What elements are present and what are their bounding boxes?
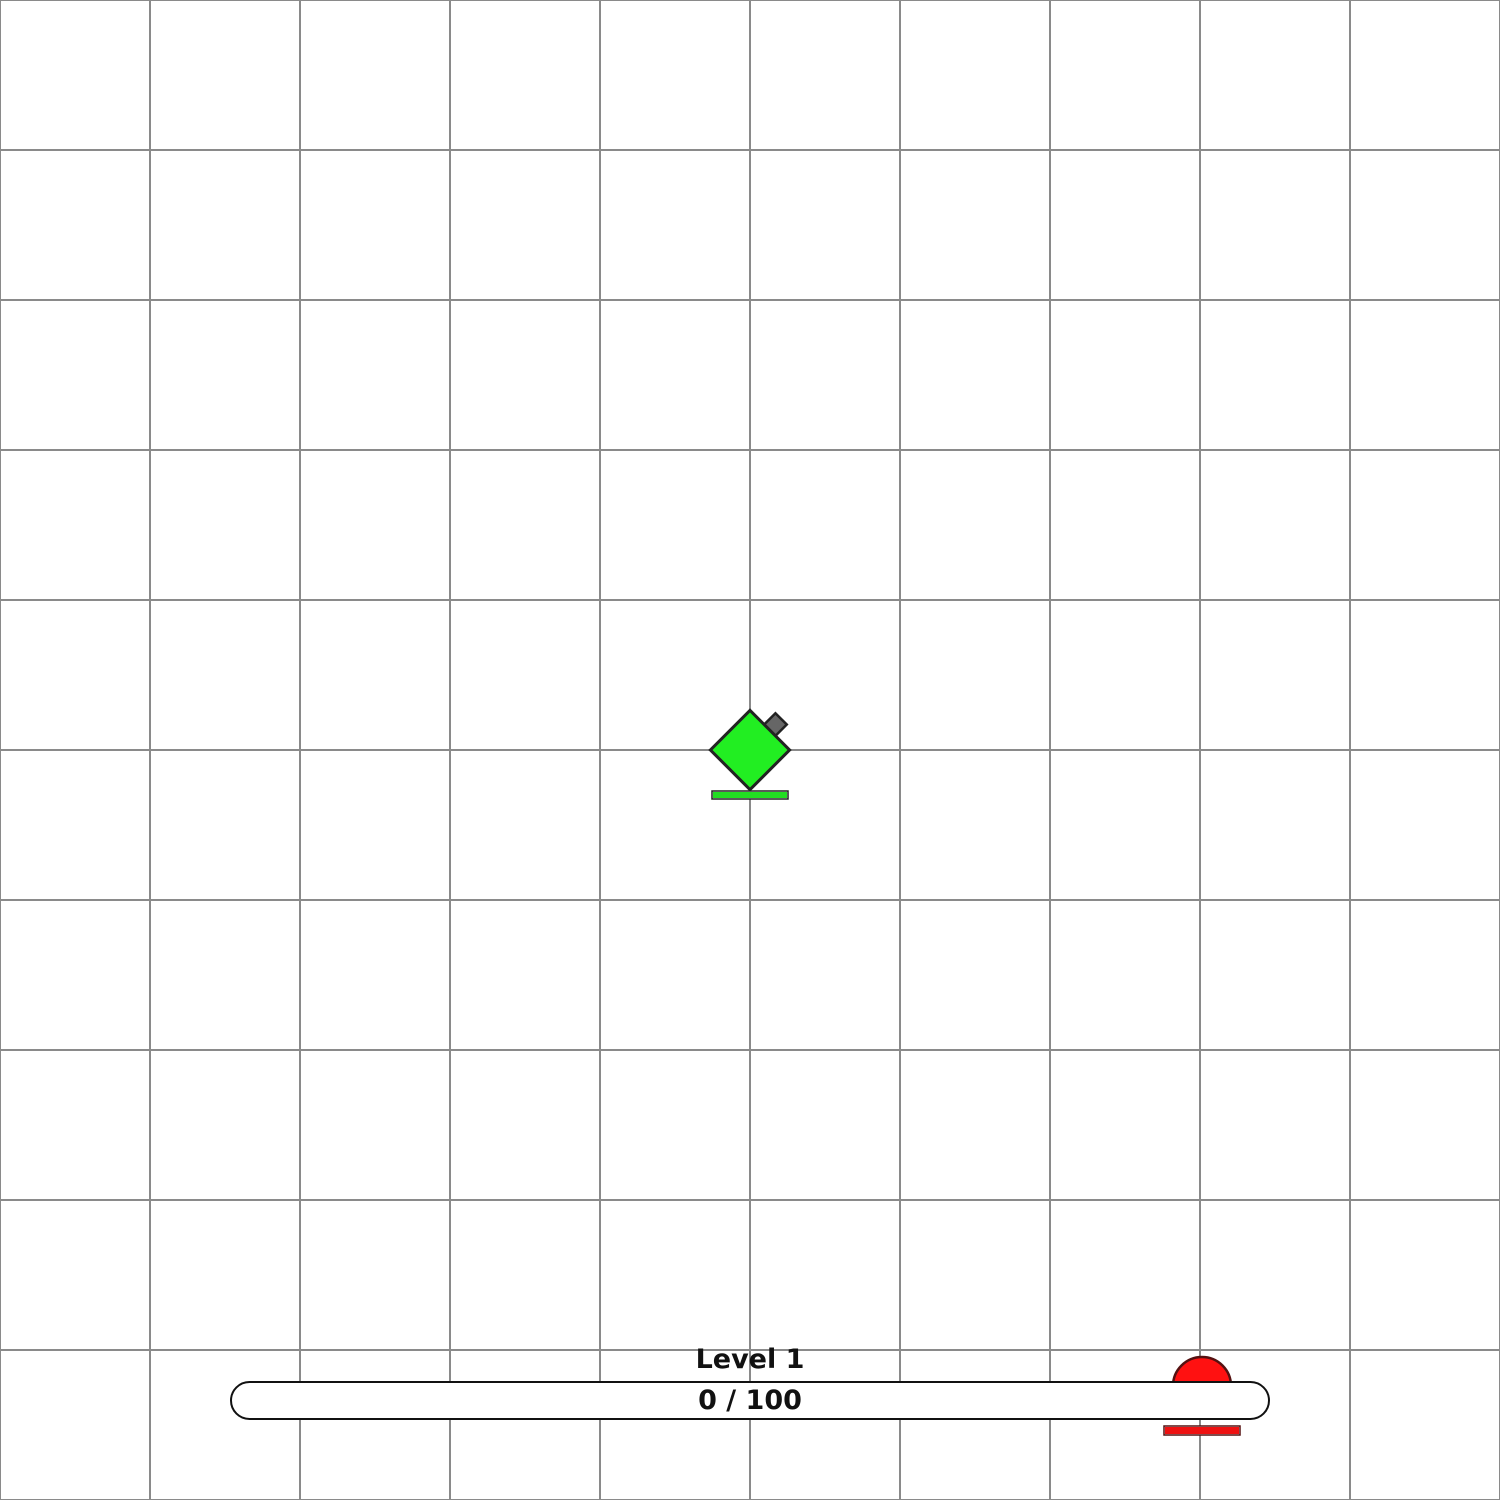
player-tank <box>708 708 792 792</box>
player-health-bar <box>713 792 787 798</box>
enemy-health-bar <box>1165 1427 1239 1434</box>
player-body <box>708 708 792 792</box>
xp-bar <box>230 1381 1270 1420</box>
